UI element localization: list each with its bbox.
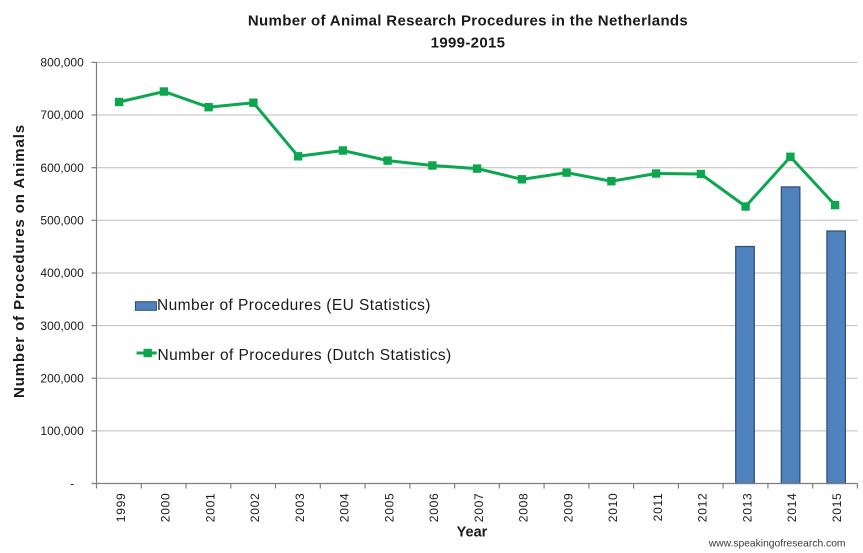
svg-text:2010: 2010 [606, 493, 620, 523]
svg-text:Year: Year [457, 525, 488, 541]
svg-text:800,000: 800,000 [40, 56, 84, 70]
svg-text:www.speakingofresearch.com: www.speakingofresearch.com [708, 538, 846, 549]
svg-text:2013: 2013 [740, 493, 754, 523]
svg-text:2000: 2000 [159, 493, 173, 523]
svg-text:2006: 2006 [427, 493, 441, 523]
svg-text:Number of Procedures (EU Stati: Number of Procedures (EU Statistics) [157, 297, 431, 314]
svg-text:-: - [70, 477, 74, 491]
svg-text:2014: 2014 [785, 493, 799, 523]
svg-text:2015: 2015 [830, 493, 844, 523]
svg-text:2012: 2012 [696, 493, 710, 523]
svg-text:600,000: 600,000 [40, 161, 84, 175]
svg-text:500,000: 500,000 [40, 214, 84, 228]
svg-text:2007: 2007 [472, 493, 486, 523]
svg-text:2001: 2001 [203, 493, 217, 523]
svg-text:1999: 1999 [114, 493, 128, 523]
svg-text:2004: 2004 [338, 493, 352, 523]
svg-text:2003: 2003 [293, 493, 307, 523]
svg-text:300,000: 300,000 [40, 319, 84, 333]
svg-text:2002: 2002 [248, 493, 262, 523]
svg-text:100,000: 100,000 [40, 424, 84, 438]
svg-text:2009: 2009 [561, 493, 575, 523]
svg-text:2005: 2005 [382, 493, 396, 523]
svg-text:200,000: 200,000 [40, 371, 84, 385]
svg-text:400,000: 400,000 [40, 266, 84, 280]
svg-text:2008: 2008 [517, 493, 531, 523]
svg-text:Number of Procedures (Dutch St: Number of Procedures (Dutch Statistics) [158, 347, 452, 364]
svg-text:Number of Animal Research Proc: Number of Animal Research Procedures in … [248, 13, 688, 30]
svg-text:700,000: 700,000 [40, 108, 84, 122]
svg-text:2011: 2011 [651, 493, 665, 522]
svg-text:1999-2015: 1999-2015 [431, 35, 506, 52]
svg-text:Number of Procedures on Animal: Number of Procedures on Animals [11, 124, 28, 398]
